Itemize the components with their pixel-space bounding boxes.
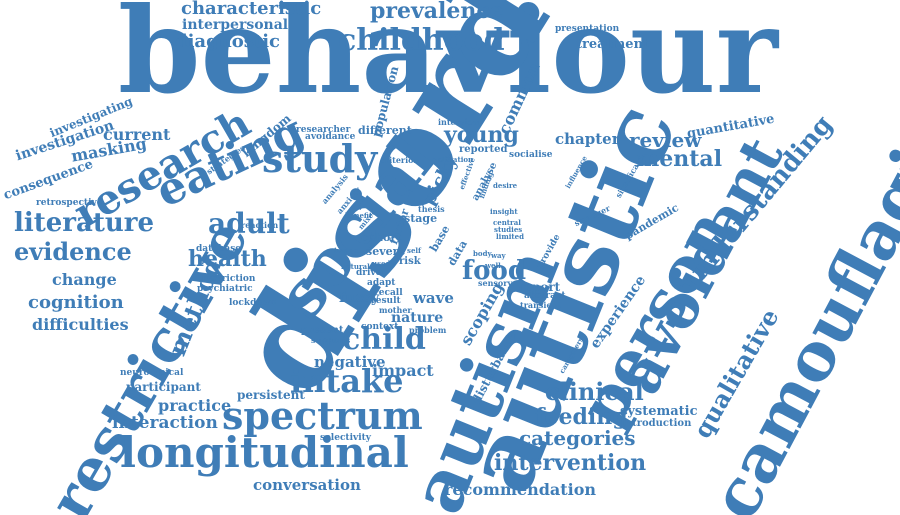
word-review: review xyxy=(629,128,702,152)
word-well: well xyxy=(485,261,501,270)
word-stage: stage xyxy=(404,212,438,225)
word-benefit: benefit xyxy=(345,211,373,220)
word-childhood: childhood xyxy=(338,23,505,58)
word-report: report xyxy=(518,280,561,294)
word-database: database xyxy=(196,244,242,254)
word-cohort: cohort xyxy=(361,231,402,244)
word-practice: practice xyxy=(158,396,232,415)
word-introduction: introduction xyxy=(621,418,692,429)
word-current: current xyxy=(103,125,171,144)
word-restriction: restriction xyxy=(202,274,256,284)
word-study: study xyxy=(262,136,378,181)
word-criterion: criterion xyxy=(380,155,420,165)
word-insight: insight xyxy=(490,207,518,216)
word-child: child xyxy=(342,322,426,357)
word-prevalence: prevalence xyxy=(370,0,504,24)
word-problem: problem xyxy=(409,325,447,335)
word-interview: interview xyxy=(438,117,480,127)
word-chapter: chapter xyxy=(555,130,620,148)
word-change: change xyxy=(52,270,117,289)
word-behaviour: behaviour xyxy=(118,0,778,120)
word-used: used xyxy=(372,259,391,268)
word-present: present xyxy=(301,325,344,336)
word-interpersonal: interpersonal xyxy=(182,17,289,33)
word-food: food xyxy=(462,256,527,286)
word-participant: participant xyxy=(126,380,201,394)
word-interaction: interaction xyxy=(112,413,218,433)
word-impact: impact xyxy=(372,361,434,380)
word-longitudinal: longitudinal xyxy=(120,428,409,477)
word-way: way xyxy=(491,251,506,260)
word-severe: severe xyxy=(366,245,406,258)
word-risk: risk xyxy=(399,256,421,267)
word-reported: reported xyxy=(459,144,508,155)
word-recommendation: recommendation xyxy=(444,480,597,499)
word-difficulties: difficulties xyxy=(32,315,129,334)
word-desire: desire xyxy=(493,181,518,190)
word-nature: nature xyxy=(391,310,444,326)
word-situation: situation xyxy=(438,155,474,164)
word-mental: mental xyxy=(636,146,723,172)
word-thesis: thesis xyxy=(418,204,445,214)
word-treatment: treatment xyxy=(576,37,650,52)
word-cognition: cognition xyxy=(28,292,124,313)
word-health: health xyxy=(188,246,267,272)
word-intake: intake xyxy=(290,362,404,400)
word-categories: categories xyxy=(519,426,636,450)
word-reaction: reaction xyxy=(241,220,279,230)
word-wave: wave xyxy=(413,289,454,307)
word-different: different xyxy=(358,124,412,137)
word-literature: literature xyxy=(14,208,155,238)
word-transient: transient xyxy=(520,300,562,310)
word-limited: limited xyxy=(496,232,524,241)
word-systematic: systematic xyxy=(620,404,698,419)
word-characteristic: characteristic xyxy=(181,0,322,19)
word-mother: mother xyxy=(379,305,412,315)
word-body: body xyxy=(473,249,492,258)
word-feeding: feeding xyxy=(535,404,628,430)
word-psychiatric: psychiatric xyxy=(197,284,253,294)
word-sensory: sensory xyxy=(478,278,513,288)
word-presentation: presentation xyxy=(555,24,620,34)
word-adapt: adapt xyxy=(367,278,396,288)
word-natural: natural xyxy=(341,262,370,271)
word-adult: adult xyxy=(208,207,290,240)
word-clinical: clinical xyxy=(545,377,644,406)
word-socialise: socialise xyxy=(509,150,553,160)
word-neurotypical: neurotypical xyxy=(120,368,184,378)
word-negative: negative xyxy=(314,353,386,371)
word-studies: studies xyxy=(494,225,523,234)
word-recall: recall xyxy=(374,288,403,298)
word-fussy: fussy xyxy=(339,290,380,306)
word-evidence: evidence xyxy=(14,237,132,266)
word-avoidance: avoidance xyxy=(305,132,356,142)
word-retrospective: retrospective xyxy=(36,198,103,208)
word-selectivity: selectivity xyxy=(320,433,372,443)
word-lockdown: lockdown xyxy=(229,298,277,308)
word-diagnostic: diagnostic xyxy=(175,31,281,52)
word-intervention: intervention xyxy=(494,450,647,476)
word-central: central xyxy=(493,218,521,227)
word-conversation: conversation xyxy=(253,476,361,494)
word-abstract: abstract xyxy=(524,291,566,301)
word-image: image xyxy=(334,246,358,255)
word-researcher: researcher xyxy=(296,125,351,135)
word-young: young xyxy=(444,122,519,148)
word-supports: supports xyxy=(311,335,351,345)
word-result: result xyxy=(371,296,401,306)
word-driver: driver xyxy=(356,268,387,278)
word-spectrum: spectrum xyxy=(222,393,423,438)
word-self: self xyxy=(407,246,422,255)
word-persistent: persistent xyxy=(237,388,305,402)
word-context: context xyxy=(361,322,399,332)
